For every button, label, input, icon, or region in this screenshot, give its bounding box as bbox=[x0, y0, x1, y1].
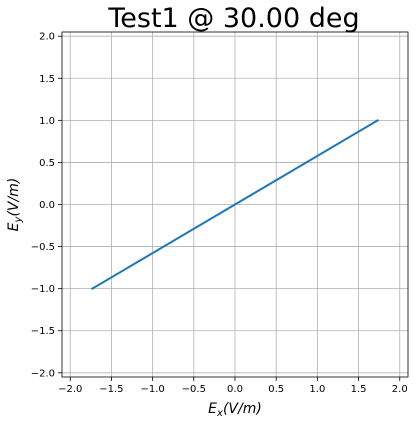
y-tick-label: −0.5 bbox=[31, 242, 55, 253]
x-tick-label: 1.5 bbox=[351, 384, 367, 395]
x-tick-label: −1.0 bbox=[140, 384, 164, 395]
x-tick-label: 0.5 bbox=[268, 384, 284, 395]
y-tick-label: 1.5 bbox=[39, 74, 55, 85]
series-line bbox=[90, 118, 380, 291]
y-tick-label: −1.0 bbox=[31, 284, 55, 295]
y-tick-label: −2.0 bbox=[31, 368, 55, 379]
x-tick-label: −2.0 bbox=[58, 384, 82, 395]
x-tick-label: 1.0 bbox=[309, 384, 325, 395]
x-tick-label: 0.0 bbox=[227, 384, 243, 395]
y-tick-label: −1.5 bbox=[31, 326, 55, 337]
y-tick-label: 0.5 bbox=[39, 158, 55, 169]
y-tick-label: 2.0 bbox=[39, 32, 55, 43]
x-tick-label: −0.5 bbox=[182, 384, 206, 395]
chart-title: Test1 @ 30.00 deg bbox=[107, 3, 359, 34]
y-tick-label: 0.0 bbox=[39, 200, 55, 211]
ticks: −2.0 −1.5 −1.0 −0.5 0.0 0.5 1.0 1.5 2.0 −2.0 −1.5 −… bbox=[31, 32, 408, 395]
series-layer bbox=[90, 118, 380, 291]
y-tick-label: 1.0 bbox=[39, 116, 55, 127]
x-tick-label: −1.5 bbox=[99, 384, 123, 395]
x-tick-label: 2.0 bbox=[392, 384, 408, 395]
y-axis-label: Ey(V/m) bbox=[6, 178, 24, 232]
x-axis-label: Ex(V/m) bbox=[208, 401, 262, 419]
